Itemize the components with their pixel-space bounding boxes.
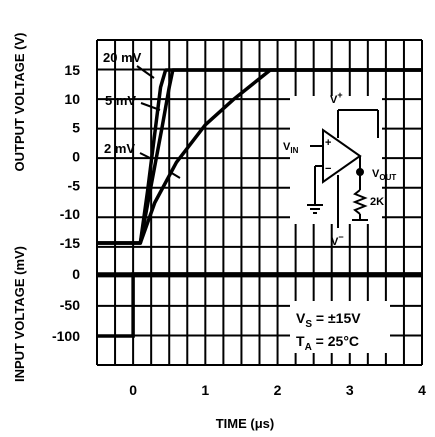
x-tick-label: 0	[129, 382, 137, 398]
x-tick-label: 4	[418, 382, 426, 398]
series-label-2mv-leader-2	[169, 171, 181, 179]
y-tick-label-output: 5	[72, 120, 80, 136]
series	[97, 68, 422, 338]
series-line-input-step	[97, 272, 422, 338]
series-label-20mv: 20 mV	[103, 50, 142, 65]
y-tick-label-input: 0	[72, 266, 80, 282]
y-tick-label-input: -100	[52, 328, 80, 344]
x-tick-label: 1	[201, 382, 209, 398]
schematic-vin-label: VIN	[283, 141, 299, 155]
y-tick-label-output: -5	[68, 177, 81, 193]
time-axis-title: TIME (μs)	[216, 416, 275, 431]
series-label-20mv-leader	[136, 65, 155, 79]
y-tick-label-input: -50	[60, 297, 80, 313]
series-label-5mv-leader	[140, 102, 161, 111]
tick-labels: 15 10 5 0 -5 -10 -15 0 -50 -100 0 1 2 3 4	[52, 62, 426, 398]
schematic-plus-sign: +	[325, 137, 331, 149]
schematic-resistor-label: 2K	[370, 196, 384, 208]
op-amp-triangle-icon	[322, 128, 362, 184]
schematic-vplus-label: V+	[330, 90, 343, 106]
op-amp-schematic	[290, 96, 382, 228]
series-line-2mv	[97, 68, 422, 245]
series-label-2mv-leader	[139, 152, 151, 159]
schematic-vout-label: VOUT	[372, 168, 396, 182]
schematic-minus-sign: −	[325, 163, 331, 175]
schematic-vminus-label: V−	[331, 232, 344, 248]
y-tick-label-output: 0	[72, 149, 80, 165]
temperature-note: TA = 25°C	[296, 333, 359, 353]
y-tick-label-output: 10	[64, 91, 80, 107]
supply-voltage-note: VS = ±15V	[296, 310, 361, 330]
output-voltage-axis-title: OUTPUT VOLTAGE (V)	[12, 33, 27, 172]
series-label-2mv: 2 mV	[104, 141, 135, 156]
input-voltage-axis-title: INPUT VOLTAGE (mV)	[12, 246, 27, 382]
x-tick-label: 3	[346, 382, 354, 398]
x-tick-label: 2	[274, 382, 282, 398]
y-tick-label-output: -10	[60, 206, 80, 222]
y-tick-label-output: 15	[64, 62, 80, 78]
y-tick-label-output: -15	[60, 235, 80, 251]
conditions-box-bg	[290, 301, 390, 353]
series-label-5mv: 5 mV	[105, 93, 136, 108]
resistor-icon	[352, 189, 368, 215]
